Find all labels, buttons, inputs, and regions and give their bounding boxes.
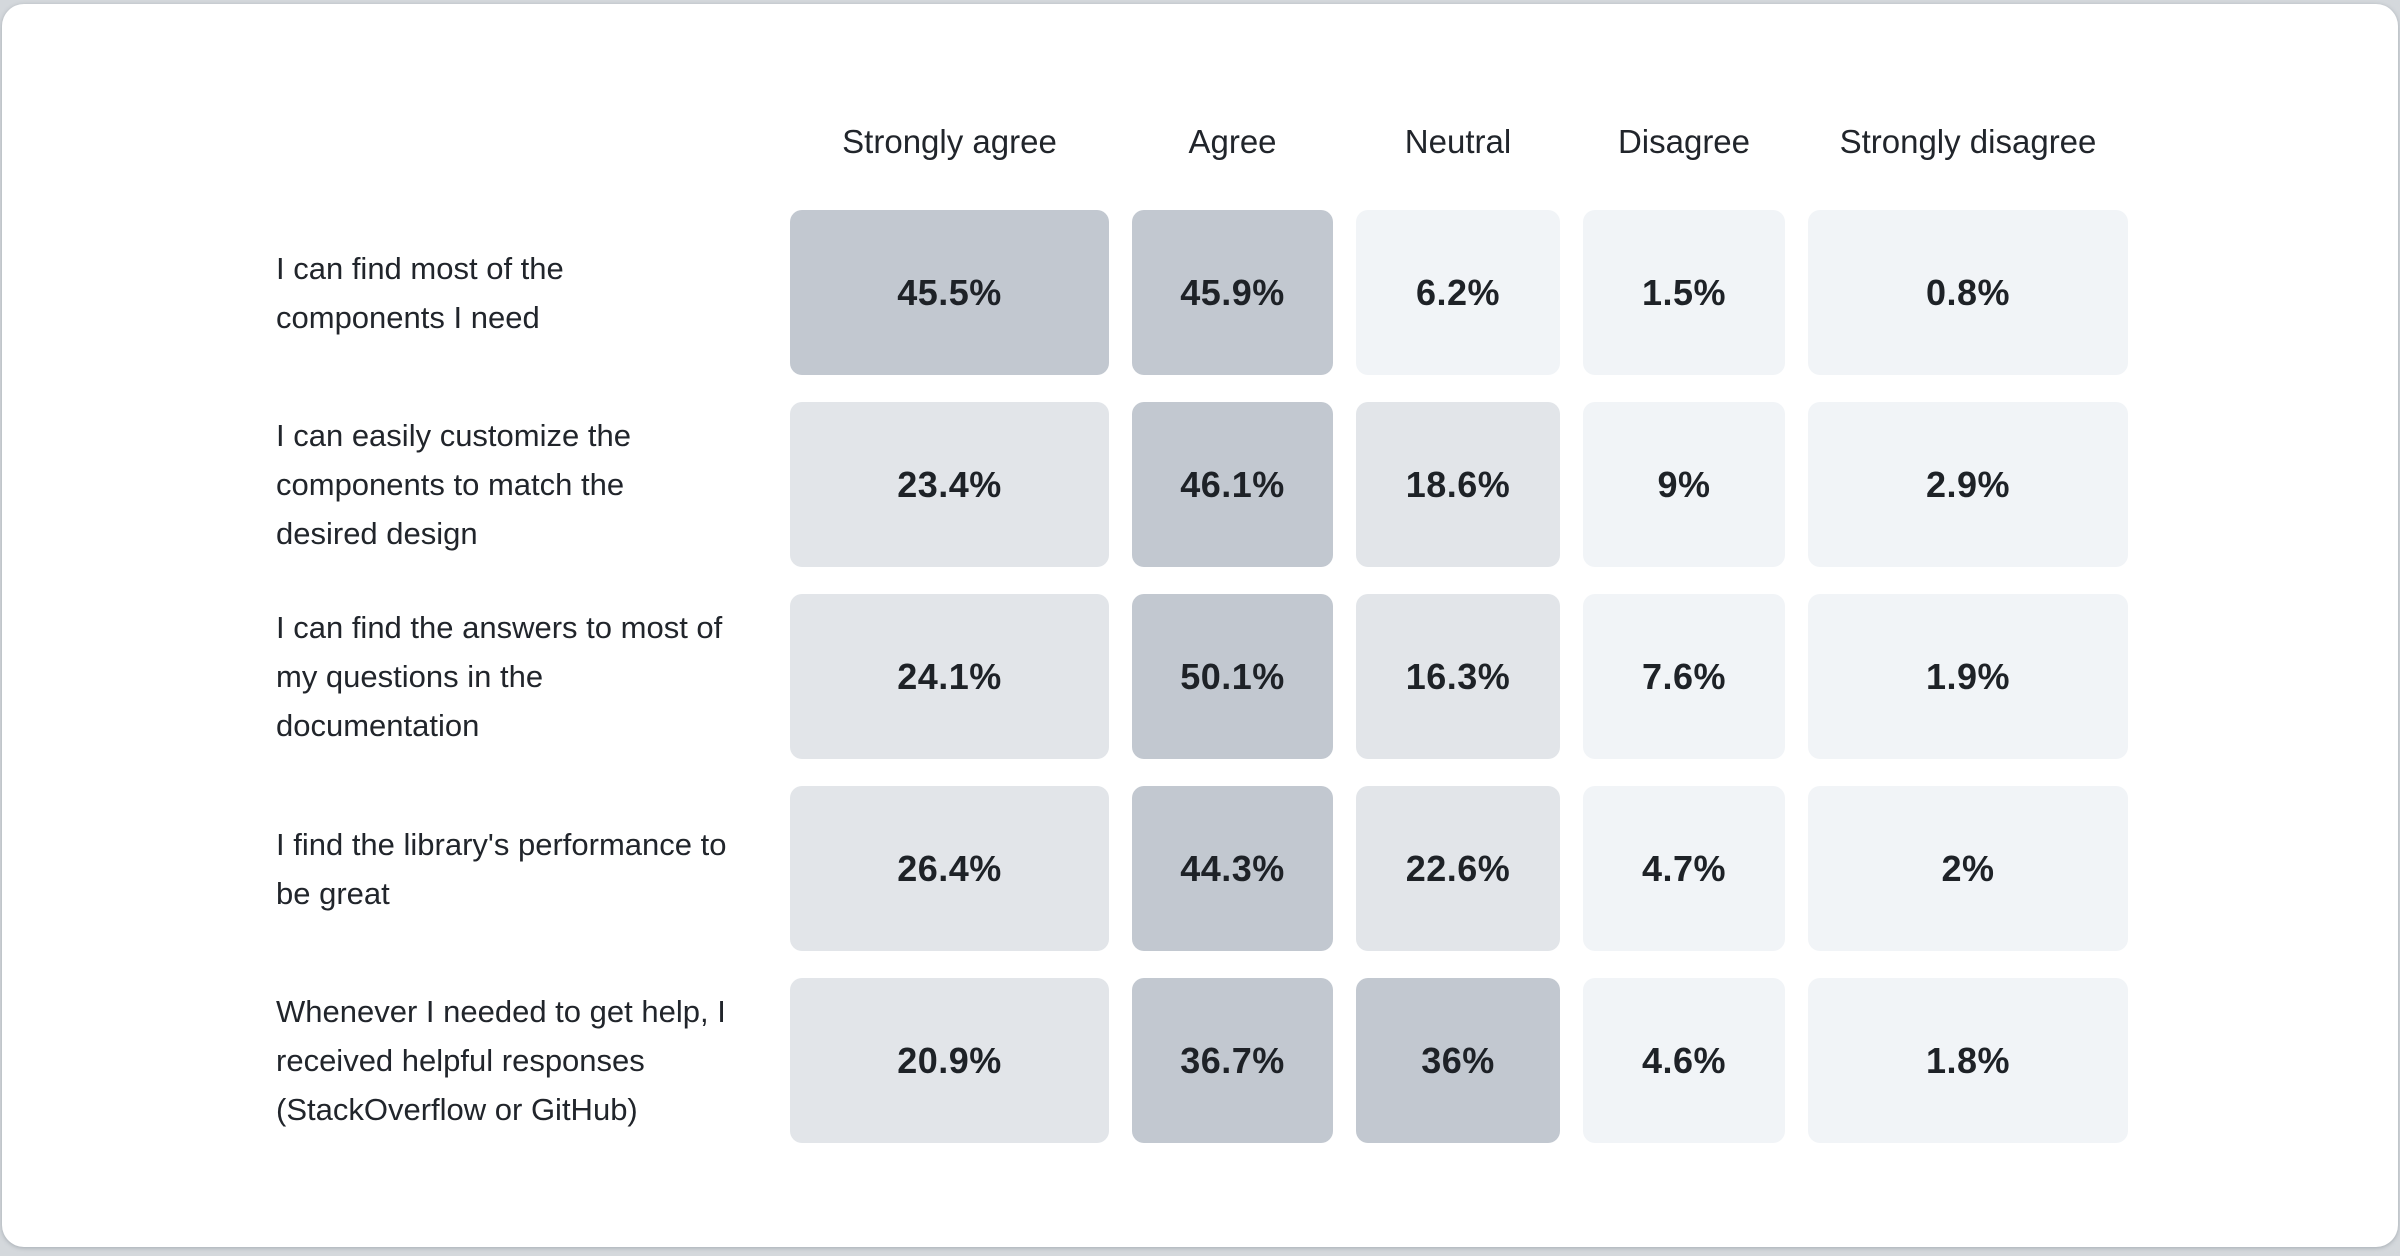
row-label-2: I can find the answers to most of my que… — [276, 610, 723, 743]
heatmap-cell-0-agree: 45.9% — [1132, 210, 1333, 375]
heatmap-cell-3-strongly-disagree: 2% — [1808, 786, 2128, 951]
heatmap-cell-2-neutral: 16.3% — [1356, 594, 1560, 759]
heatmap-cell-4-strongly-disagree: 1.8% — [1808, 978, 2128, 1143]
heatmap-cell-0-neutral: 6.2% — [1356, 210, 1560, 375]
heatmap-cell-3-neutral: 22.6% — [1356, 786, 1560, 951]
heatmap-cell-1-strongly-disagree: 2.9% — [1808, 402, 2128, 567]
column-header-disagree: Disagree — [1617, 122, 1751, 160]
heatmap-cell-0-strongly-disagree: 0.8% — [1808, 210, 2128, 375]
heatmap-cell-4-agree: 36.7% — [1132, 978, 1333, 1143]
heatmap-cell-2-strongly-agree: 24.1% — [790, 594, 1109, 759]
heatmap-cell-3-strongly-agree: 26.4% — [790, 786, 1109, 951]
heatmap-cell-4-strongly-agree: 20.9% — [790, 978, 1109, 1143]
heatmap-cell-2-agree: 50.1% — [1132, 594, 1333, 759]
heatmap-cell-1-neutral: 18.6% — [1356, 402, 1560, 567]
heatmap-cell-3-disagree: 4.7% — [1583, 786, 1785, 951]
column-header-agree: Agree — [1188, 122, 1277, 160]
row-label-4: Whenever I needed to get help, I receive… — [276, 994, 726, 1127]
row-label-1: I can easily customize the components to… — [276, 418, 631, 551]
heatmap-cell-1-strongly-agree: 23.4% — [790, 402, 1109, 567]
heatmap-cell-2-disagree: 7.6% — [1583, 594, 1785, 759]
heatmap-cell-0-strongly-agree: 45.5% — [790, 210, 1109, 375]
heatmap-cell-1-disagree: 9% — [1583, 402, 1785, 567]
column-header-strongly-agree: Strongly agree — [842, 122, 1057, 160]
column-header-strongly-disagree: Strongly disagree — [1839, 122, 2097, 160]
heatmap-cell-4-neutral: 36% — [1356, 978, 1560, 1143]
heatmap-cell-2-strongly-disagree: 1.9% — [1808, 594, 2128, 759]
survey-heatmap: Strongly agree Agree Neutral Disagree Strong… — [276, 100, 2128, 1143]
heatmap-cell-3-agree: 44.3% — [1132, 786, 1333, 951]
heatmap-cell-1-agree: 46.1% — [1132, 402, 1333, 567]
row-label-0: I can find most of the components I need — [276, 250, 564, 335]
row-label-3: I find the library's performance to be g… — [276, 826, 727, 911]
column-header-neutral: Neutral — [1404, 122, 1512, 160]
heatmap-corner-spacer — [276, 100, 767, 183]
heatmap-cell-0-disagree: 1.5% — [1583, 210, 1785, 375]
heatmap-cell-4-disagree: 4.6% — [1583, 978, 1785, 1143]
